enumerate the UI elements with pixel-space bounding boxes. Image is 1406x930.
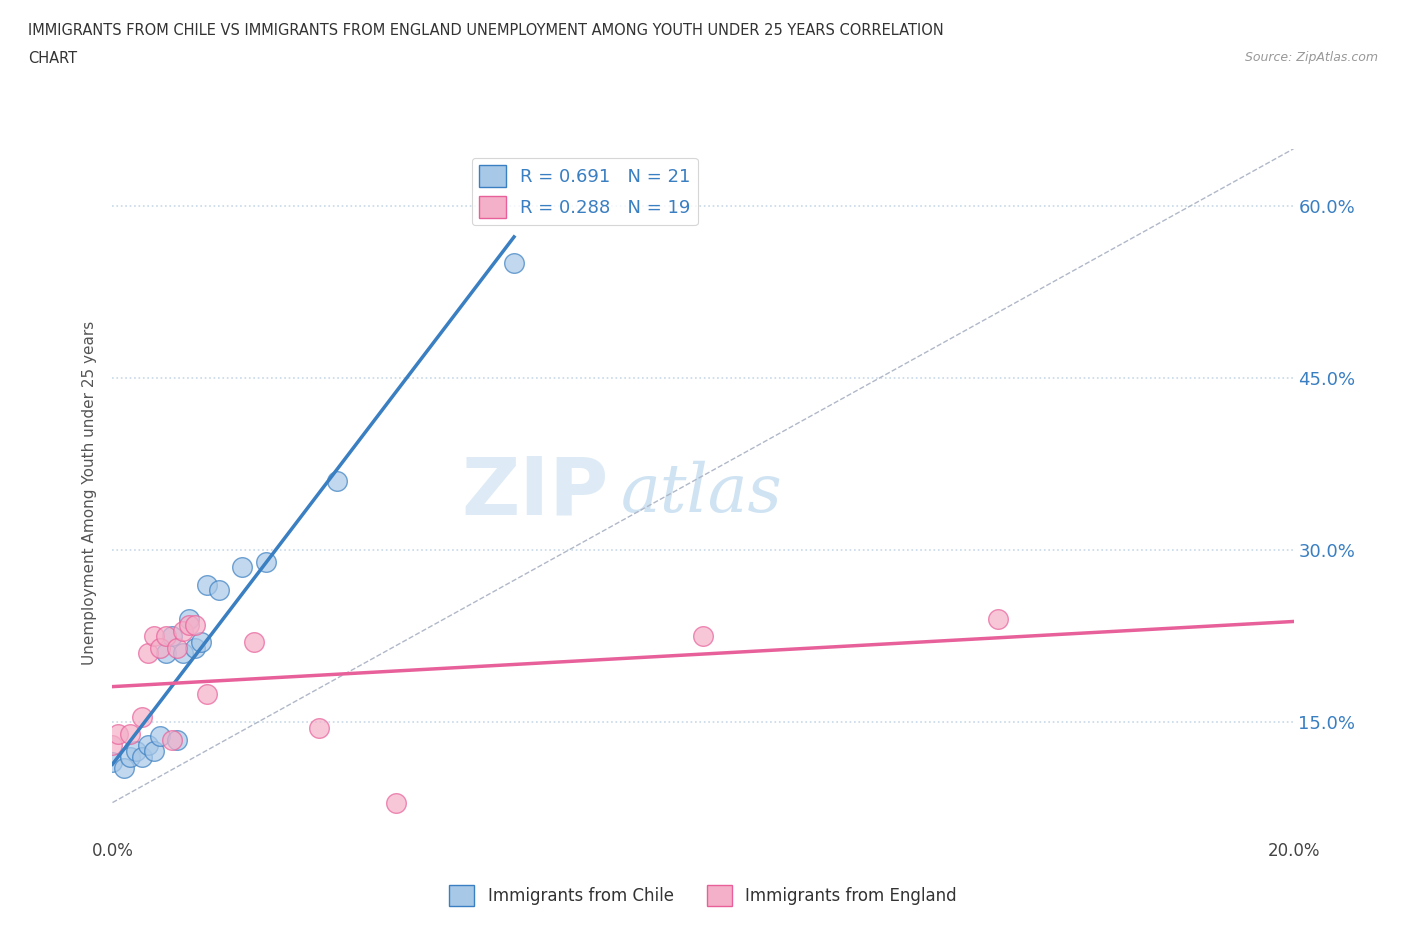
Point — [155, 646, 177, 661]
Point — [190, 634, 212, 649]
Point — [195, 578, 218, 592]
Point — [692, 629, 714, 644]
Point — [503, 256, 526, 271]
Point — [179, 618, 201, 632]
Point — [166, 732, 188, 747]
Point — [987, 612, 1010, 627]
Point — [208, 583, 231, 598]
Point — [131, 750, 153, 764]
Legend: R = 0.691   N = 21, R = 0.288   N = 19: R = 0.691 N = 21, R = 0.288 N = 19 — [472, 158, 697, 225]
Text: atlas: atlas — [620, 460, 782, 525]
Point — [172, 623, 194, 638]
Legend: Immigrants from Chile, Immigrants from England: Immigrants from Chile, Immigrants from E… — [443, 879, 963, 912]
Point — [179, 612, 201, 627]
Point — [160, 629, 183, 644]
Point — [166, 641, 188, 656]
Text: Source: ZipAtlas.com: Source: ZipAtlas.com — [1244, 51, 1378, 64]
Point — [142, 629, 165, 644]
Point — [155, 629, 177, 644]
Point — [142, 744, 165, 759]
Point — [172, 646, 194, 661]
Point — [254, 554, 277, 569]
Point — [112, 761, 135, 776]
Point — [101, 755, 124, 770]
Text: CHART: CHART — [28, 51, 77, 66]
Text: ZIP: ZIP — [461, 454, 609, 532]
Point — [184, 641, 207, 656]
Point — [136, 737, 159, 752]
Point — [184, 618, 207, 632]
Point — [243, 634, 266, 649]
Point — [326, 474, 349, 489]
Point — [308, 721, 330, 736]
Point — [107, 726, 129, 741]
Point — [160, 732, 183, 747]
Text: IMMIGRANTS FROM CHILE VS IMMIGRANTS FROM ENGLAND UNEMPLOYMENT AMONG YOUTH UNDER : IMMIGRANTS FROM CHILE VS IMMIGRANTS FROM… — [28, 23, 943, 38]
Point — [101, 737, 124, 752]
Point — [195, 686, 218, 701]
Point — [120, 726, 142, 741]
Point — [149, 728, 172, 743]
Point — [131, 710, 153, 724]
Point — [125, 744, 148, 759]
Point — [149, 641, 172, 656]
Point — [231, 560, 253, 575]
Point — [385, 795, 408, 810]
Y-axis label: Unemployment Among Youth under 25 years: Unemployment Among Youth under 25 years — [82, 321, 97, 665]
Point — [120, 750, 142, 764]
Point — [136, 646, 159, 661]
